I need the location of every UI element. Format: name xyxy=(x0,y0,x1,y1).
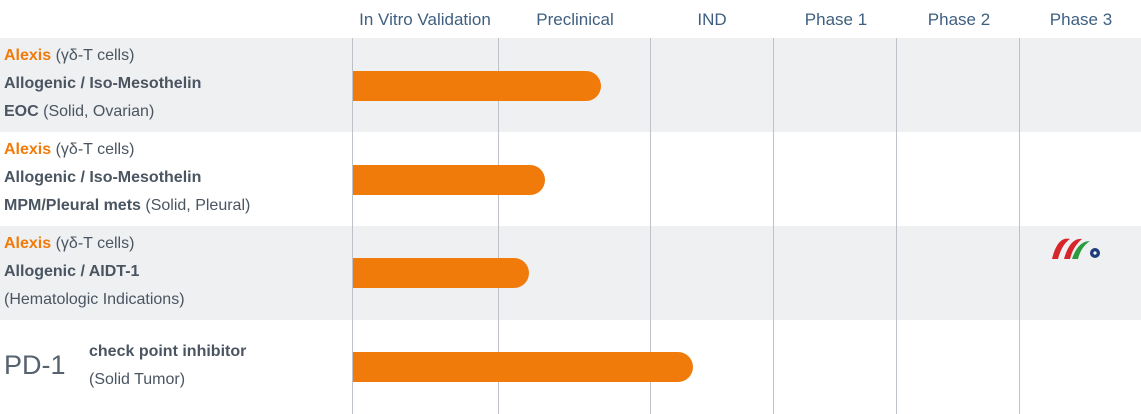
stage-divider xyxy=(650,38,651,414)
stage-header-phase1: Phase 1 xyxy=(804,10,868,29)
program-1-target: Allogenic / Iso-Mesothelin xyxy=(4,75,202,92)
stage-header-preclinical: Preclinical xyxy=(536,10,614,29)
program-3-target: Allogenic / AIDT-1 xyxy=(4,263,140,280)
stage-divider xyxy=(773,38,774,414)
program-1-cells: (γδ-T cells) xyxy=(55,47,135,64)
program-3-indication-detail: (Hematologic Indications) xyxy=(4,291,185,308)
progress-bar-program-3 xyxy=(353,258,530,288)
program-1-indication-detail: (Solid, Ovarian) xyxy=(43,103,155,120)
program-2-name: Alexis xyxy=(4,141,52,158)
row-band-3 xyxy=(0,226,1141,320)
progress-bar-program-1 xyxy=(353,71,601,101)
stage-header-in-vitro: In Vitro Validation xyxy=(359,10,491,29)
program-2-indication-detail: (Solid, Pleural) xyxy=(145,197,251,214)
program-4-target: check point inhibitor xyxy=(89,343,247,360)
stage-header-phase2: Phase 2 xyxy=(927,10,991,29)
progress-bar-program-4 xyxy=(353,352,693,382)
program-3-cells: (γδ-T cells) xyxy=(55,235,135,252)
program-4-name: PD-1 xyxy=(4,350,66,380)
progress-bar-program-2 xyxy=(353,165,545,195)
stage-divider xyxy=(352,38,353,414)
stage-divider xyxy=(896,38,897,414)
program-1-name-line: Alexis (γδ-T cells) xyxy=(4,42,134,70)
program-2-target: Allogenic / Iso-Mesothelin xyxy=(4,169,202,186)
stage-header-phase3: Phase 3 xyxy=(1049,10,1113,29)
program-3-name-line: Alexis (γδ-T cells) xyxy=(4,230,134,258)
program-4-indication-detail: (Solid Tumor) xyxy=(89,371,186,388)
program-2-name-line: Alexis (γδ-T cells) xyxy=(4,136,134,164)
program-1-indication-line: EOC (Solid, Ovarian) xyxy=(4,98,154,126)
stage-divider xyxy=(1019,38,1020,414)
program-2-indication: MPM/Pleural mets xyxy=(4,197,141,214)
program-3-name: Alexis xyxy=(4,235,52,252)
stage-divider xyxy=(498,38,499,414)
program-1-indication: EOC xyxy=(4,103,39,120)
company-logo-icon xyxy=(1052,238,1100,259)
program-1-name: Alexis xyxy=(4,47,52,64)
program-2-cells: (γδ-T cells) xyxy=(55,141,135,158)
program-2-indication-line: MPM/Pleural mets (Solid, Pleural) xyxy=(4,192,250,220)
stage-header-ind: IND xyxy=(697,10,727,29)
